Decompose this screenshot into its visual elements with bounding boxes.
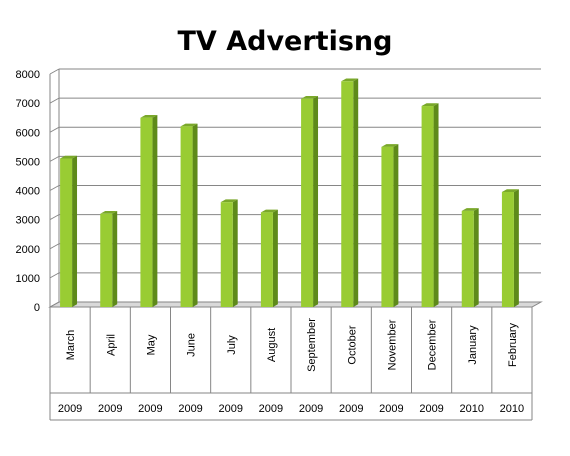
y-tick-label: 6000 [16, 127, 40, 139]
gridline-depth [49, 272, 60, 279]
bar [100, 211, 118, 307]
x-category-label: September [306, 318, 318, 372]
bar-front [100, 213, 113, 307]
bar [220, 199, 238, 307]
y-tick-label: 7000 [16, 98, 40, 110]
x-category-label: August [266, 328, 278, 362]
bar-top [381, 144, 399, 147]
bars [60, 78, 519, 307]
bar-top [220, 199, 238, 203]
x-year-label: 2009 [379, 403, 403, 415]
bar-front [220, 202, 233, 307]
x-year-label: 2009 [58, 403, 82, 415]
y-tick-label: 2000 [16, 244, 40, 256]
bar-side [513, 189, 519, 307]
bar-front [501, 191, 514, 307]
bar [461, 208, 479, 307]
bar-side [313, 96, 319, 307]
bar-front [301, 98, 314, 307]
bar-top [501, 189, 519, 192]
x-year-label: 2009 [98, 403, 122, 415]
bar-front [341, 81, 354, 307]
y-tick-label: 4000 [16, 186, 40, 198]
bar-side [353, 78, 359, 307]
bar [381, 144, 399, 307]
x-category-label: October [346, 325, 358, 364]
y-tick-label: 3000 [16, 215, 40, 227]
gridline-depth [49, 243, 60, 250]
bar-side [272, 209, 278, 307]
bar [421, 103, 439, 307]
x-category-label: March [65, 330, 77, 361]
gridline-depth [49, 155, 60, 162]
gridline-depth [49, 97, 60, 104]
bar-top [140, 114, 158, 118]
y-tick-label: 5000 [16, 156, 40, 168]
x-category-label: July [226, 335, 238, 355]
chart-title: TV Advertisng [177, 26, 393, 57]
bar-side [232, 199, 238, 307]
gridline-depth [49, 68, 60, 75]
gridline-depth [49, 301, 60, 308]
y-tick-label: 1000 [16, 273, 40, 285]
x-year-label: 2010 [460, 403, 484, 415]
y-tick-label: 0 [34, 302, 40, 314]
bar-side [112, 211, 118, 307]
x-year-label: 2009 [219, 403, 243, 415]
bar-front [140, 117, 153, 307]
x-category-label: June [186, 333, 198, 357]
bar [140, 114, 158, 307]
bar-front [461, 210, 474, 307]
x-category-label: November [386, 319, 398, 370]
bar-front [260, 212, 273, 307]
y-tick-label: 8000 [16, 69, 40, 81]
bar [301, 96, 319, 307]
bar-top [341, 78, 359, 82]
bar-side [192, 123, 198, 307]
y-axis: 0 1000 2000 3000 4000 5000 6000 7000 8000 [16, 69, 40, 314]
bar-side [393, 144, 399, 307]
bar [180, 123, 198, 307]
x-year-label: 2009 [419, 403, 443, 415]
x-year-label: 2009 [299, 403, 323, 415]
x-year-label: 2009 [178, 403, 202, 415]
bar-side [473, 208, 479, 307]
bar [341, 78, 359, 307]
x-category-label: May [145, 334, 157, 355]
bar-front [60, 158, 73, 307]
gridline-depth [49, 126, 60, 133]
bar-top [461, 208, 479, 211]
x-year-label: 2009 [259, 403, 283, 415]
gridline-depth [49, 214, 60, 221]
bar-top [100, 211, 118, 214]
bar-front [381, 146, 394, 307]
bar-side [72, 155, 78, 307]
bar-top [180, 123, 198, 127]
bar-side [433, 103, 439, 307]
bar-side [152, 114, 158, 307]
x-category-label: February [507, 322, 519, 367]
x-category-label: December [427, 319, 439, 370]
bar-top [60, 155, 78, 159]
x-year-label: 2010 [500, 403, 524, 415]
x-year-label: 2009 [339, 403, 363, 415]
bar-front [180, 126, 193, 307]
bar-top [260, 209, 278, 213]
x-category-label: April [105, 334, 117, 356]
bar-top [301, 96, 319, 99]
x-axis: March 2009 April 2009 May 2009 June 2009 July 200… [49, 307, 533, 421]
gridline-depth [49, 185, 60, 191]
bar [501, 189, 519, 307]
bar-front [421, 106, 434, 307]
bar [260, 209, 278, 307]
bar [60, 155, 78, 307]
x-year-label: 2009 [138, 403, 162, 415]
x-category-label: January [467, 325, 479, 365]
bar-top [421, 103, 439, 107]
